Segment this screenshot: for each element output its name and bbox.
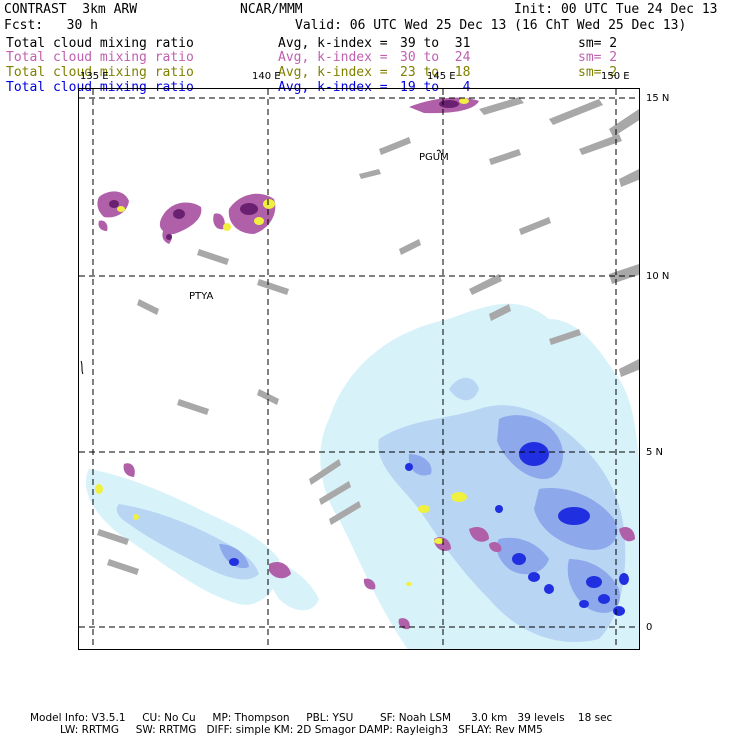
map-canvas — [79, 89, 639, 649]
lat-label: 10 N — [646, 271, 670, 282]
lat-label: 5 N — [646, 447, 664, 458]
model-info-line2: LW: RRTMG SW: RRTMG DIFF: simple KM: 2D … — [30, 724, 543, 736]
coastline — [80, 149, 441, 375]
field-stat: Avg, k-index = — [278, 65, 388, 80]
station-label: PGUM — [419, 152, 449, 163]
station-label: PTYA — [189, 291, 214, 302]
lat-label: 0 — [646, 622, 653, 633]
yellow-cloud-cells — [95, 98, 469, 586]
field-range: 19 to 4 — [400, 80, 471, 95]
valid-time: Valid: 06 UTC Wed 25 Dec 13 (16 ChT Wed … — [295, 18, 687, 33]
organization: NCAR/MMM — [240, 2, 303, 17]
dark-purple-cores — [109, 100, 459, 240]
field-stat: Avg, k-index = — [278, 50, 388, 65]
field-name: Total cloud mixing ratio — [6, 65, 194, 80]
lon-label: 145 E — [427, 71, 456, 82]
model-info-line1: Model Info: V3.5.1 CU: No Cu MP: Thompso… — [30, 712, 613, 724]
purple-cloud-clusters — [97, 97, 635, 630]
field-smoothing: sm= 2 — [578, 50, 618, 65]
model-title: CONTRAST 3km ARW — [4, 2, 138, 17]
field-smoothing: sm= 2 — [578, 65, 618, 80]
lon-label: 135 E — [80, 71, 109, 82]
field-stat: Avg, k-index = — [278, 80, 388, 95]
init-time: Init: 00 UTC Tue 24 Dec 13 — [514, 2, 718, 17]
field-name: Total cloud mixing ratio — [6, 36, 194, 51]
field-smoothing: sm= 2 — [578, 36, 618, 51]
gray-cloud-streaks — [97, 97, 639, 575]
map-panel: PGUM PTYA — [78, 88, 640, 650]
lon-label: 150 E — [601, 71, 630, 82]
lat-lon-grid — [79, 89, 639, 649]
lat-label: 15 N — [646, 93, 670, 104]
light-blue-cloud — [116, 377, 626, 643]
field-range: 23 to 18 — [400, 65, 471, 80]
field-stat: Avg, k-index = — [278, 36, 388, 51]
field-name: Total cloud mixing ratio — [6, 50, 194, 65]
field-range: 30 to 24 — [400, 50, 471, 65]
deep-convection-cores — [229, 442, 629, 616]
forecast-hour: Fcst: 30 h — [4, 18, 98, 33]
lon-label: 140 E — [252, 71, 281, 82]
field-range: 39 to 31 — [400, 36, 471, 51]
field-name: Total cloud mixing ratio — [6, 80, 194, 95]
